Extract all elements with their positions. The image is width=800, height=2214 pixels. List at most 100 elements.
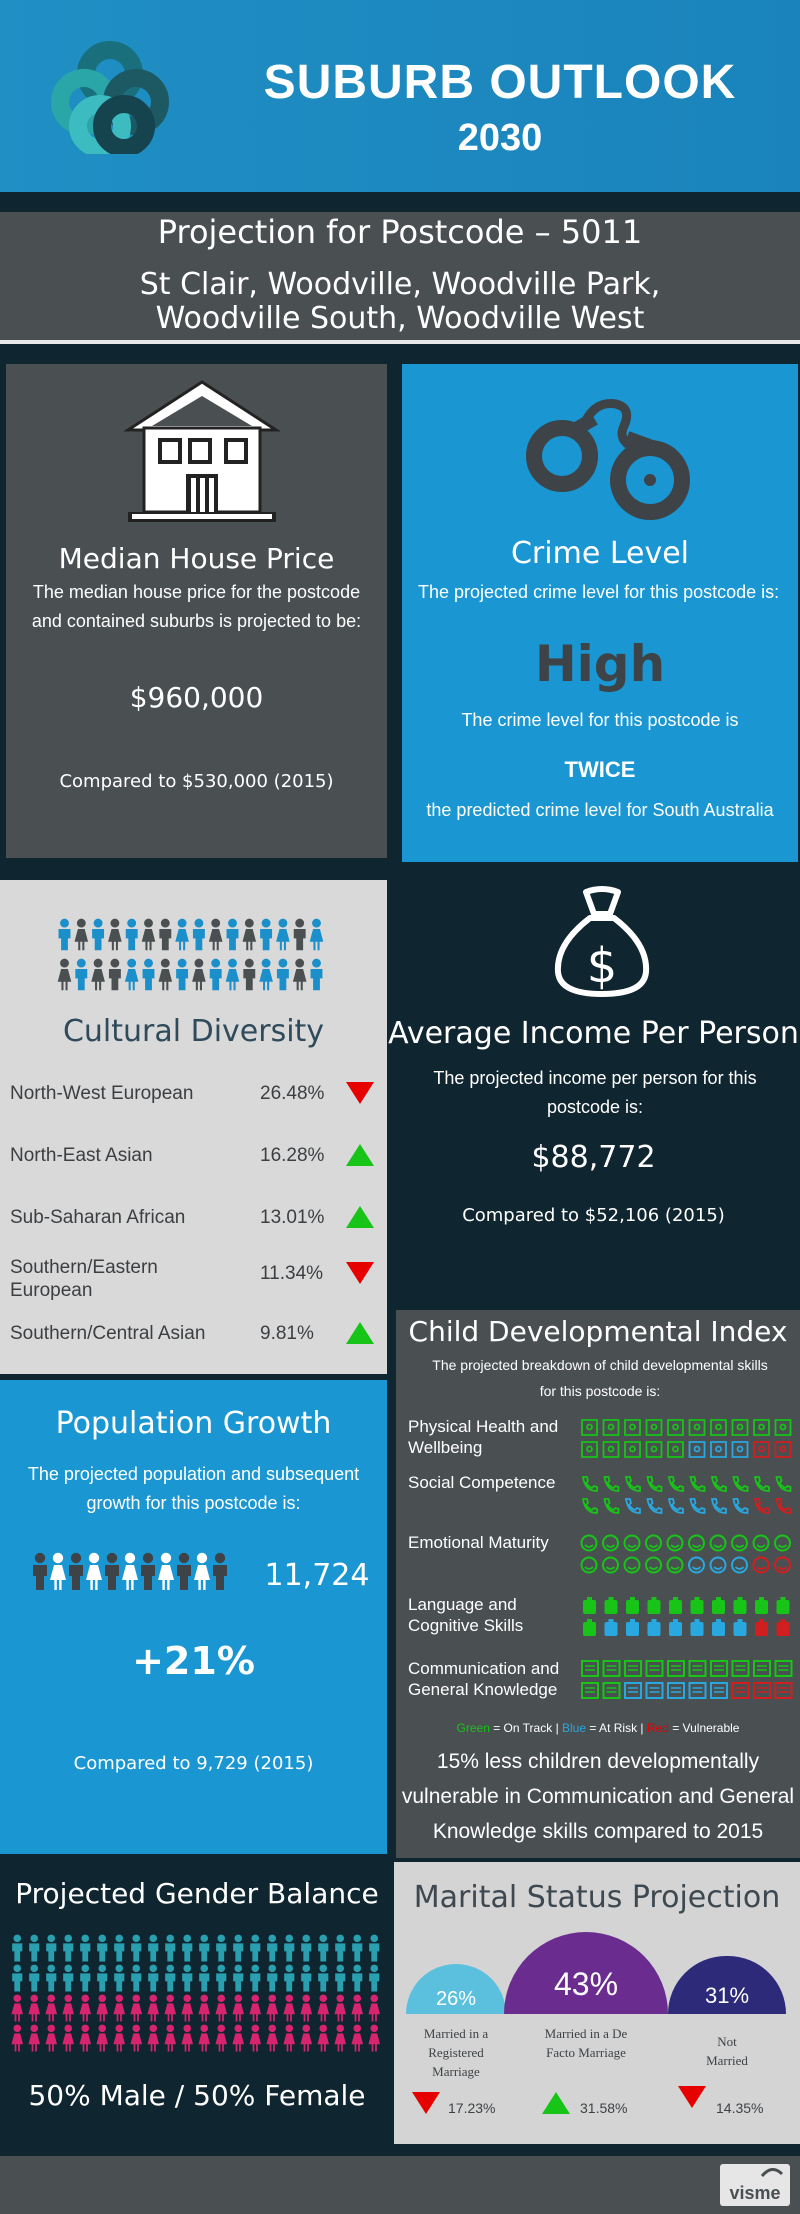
child-skill-icon [775, 1498, 792, 1514]
origin-name: Sub-Saharan African [10, 1207, 186, 1228]
child-skill-icon [710, 1441, 727, 1458]
income-value: $88,772 [531, 1140, 656, 1175]
female-person-icon [181, 1994, 194, 2022]
child-skill-icon [731, 1441, 749, 1458]
income-panel [387, 880, 800, 1310]
female-person-icon [181, 2024, 194, 2052]
population-people-icon [33, 1552, 227, 1590]
divider [0, 192, 800, 212]
child-skill-icon [624, 1441, 641, 1458]
footer [0, 2156, 800, 2214]
crime-level-statement: The crime level for this postcode is [461, 710, 739, 730]
child-skill-icon [646, 1498, 663, 1514]
divider-line [0, 340, 800, 344]
female-person-icon [208, 918, 223, 951]
origin-percent: 26.48% [260, 1083, 325, 1104]
child-skill-icon [712, 1597, 725, 1614]
child-development-description: The projected breakdown of child develop… [432, 1357, 768, 1399]
child-skill-icon [753, 1476, 770, 1492]
female-person-icon [45, 1994, 58, 2022]
child-category-label: Social Competence [408, 1473, 556, 1492]
female-person-icon [249, 2024, 262, 2052]
male-person-icon [92, 918, 105, 951]
child-skill-icon [775, 1476, 792, 1492]
female-person-icon [266, 1994, 279, 2022]
male-person-icon [199, 1934, 210, 1962]
male-person-icon [352, 1934, 363, 1962]
child-skill-icon [645, 1556, 662, 1574]
female-person-icon [317, 1994, 330, 2022]
female-person-icon [198, 1994, 211, 2022]
population-comparison: Compared to 9,729 (2015) [73, 1753, 314, 1774]
male-person-icon [310, 958, 323, 991]
male-person-icon [192, 918, 205, 951]
crime-level-comparison: the predicted crime level for South Aust… [426, 800, 774, 820]
female-person-icon [158, 958, 173, 991]
child-category-label: Emotional Maturity [408, 1533, 549, 1552]
list-item: Southern/Central Asian 9.81% [10, 1322, 380, 1368]
male-person-icon [131, 1934, 142, 1962]
child-skill-icon [667, 1476, 684, 1492]
male-person-icon [12, 1964, 23, 1992]
marital-percent: 43% [553, 1966, 619, 2002]
child-skill-icon [755, 1619, 768, 1636]
male-person-icon [233, 1934, 244, 1962]
marital-title: Marital Status Projection [413, 1880, 781, 1915]
child-skill-icon [623, 1534, 641, 1552]
origin-percent: 13.01% [260, 1207, 325, 1228]
child-skill-icon [774, 1682, 793, 1699]
child-skill-icon [710, 1682, 728, 1699]
male-person-icon [209, 958, 222, 991]
male-person-icon [114, 1964, 125, 1992]
female-person-icon [11, 1994, 24, 2022]
legend-red: Red [646, 1721, 669, 1735]
female-person-icon [86, 1552, 102, 1590]
child-skill-icon [710, 1419, 727, 1436]
child-category-label: Physical Health and Wellbeing [408, 1417, 559, 1457]
child-skill-icon [688, 1556, 705, 1574]
marital-label: Married in a Registered Marriage [423, 2026, 489, 2079]
female-person-icon [283, 2024, 296, 2052]
child-skill-icon [624, 1419, 641, 1436]
child-skill-icon [604, 1597, 618, 1614]
male-person-icon [80, 1964, 91, 1992]
female-person-icon [368, 2024, 381, 2052]
legend-green: Green [456, 1721, 490, 1735]
trend-up-icon [346, 1206, 374, 1228]
list-item: North-West European 26.48% [10, 1082, 380, 1128]
male-person-icon [176, 958, 189, 991]
female-person-icon [113, 2024, 126, 2052]
child-skill-icon [753, 1498, 770, 1514]
trend-down-icon [346, 1262, 374, 1284]
male-person-icon [335, 1964, 346, 1992]
child-skill-icon [688, 1419, 706, 1436]
male-person-icon [199, 1964, 210, 1992]
female-person-icon [198, 2024, 211, 2052]
male-person-icon [250, 1934, 261, 1962]
male-person-icon [58, 918, 71, 951]
legend-at-risk: = At Risk | [586, 1721, 647, 1735]
child-skill-icon [624, 1682, 642, 1699]
page-year: 2030 [457, 117, 543, 159]
female-person-icon [175, 918, 189, 951]
male-person-icon [97, 1964, 108, 1992]
female-person-icon [334, 1994, 347, 2022]
child-skill-icon [583, 1619, 596, 1636]
male-person-icon [33, 1552, 47, 1590]
child-skill-icon [645, 1660, 664, 1677]
child-skill-icon [774, 1534, 791, 1552]
child-skill-icon [710, 1498, 727, 1514]
child-skill-icon [688, 1682, 707, 1699]
marital-percent: 26% [435, 1988, 477, 2010]
child-skill-icon [581, 1682, 599, 1699]
female-person-icon [74, 918, 89, 951]
child-skill-icon [689, 1476, 706, 1492]
female-person-icon [300, 1994, 313, 2022]
female-person-icon [57, 958, 72, 991]
female-person-icon [130, 1994, 143, 2022]
child-skill-icon [667, 1498, 684, 1514]
male-person-icon [125, 918, 138, 951]
female-person-icon [147, 2024, 160, 2052]
child-skill-icon [580, 1534, 598, 1552]
female-person-icon [300, 2024, 313, 2052]
